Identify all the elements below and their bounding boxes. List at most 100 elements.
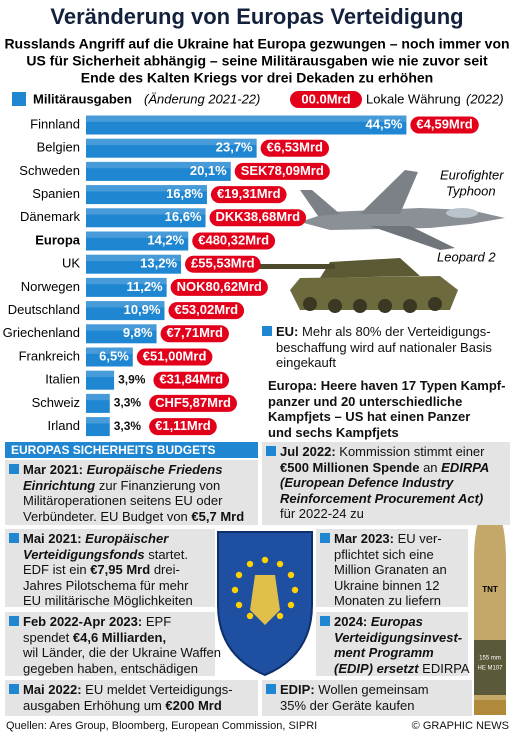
text-line: Jahres Pilotschema für mehr: [23, 578, 211, 594]
text-run: Feb 2022-Apr 2023:: [23, 614, 143, 629]
bar-shine: [86, 347, 133, 354]
currency-pill: [153, 371, 230, 389]
currency-label: SEK78,09Mrd: [241, 163, 324, 178]
text-line: EU: Mehr als 80% der Verteidigungs-: [276, 324, 509, 340]
text-run: beschaffung wird auf nationaler Basis: [276, 339, 492, 355]
currency-pill: [168, 302, 245, 320]
text-run: an: [423, 459, 438, 475]
bar: [86, 277, 167, 297]
bullet: [266, 446, 276, 456]
category-label: Deutschland: [8, 302, 80, 317]
currency-pill: [234, 162, 330, 180]
text-run: EPF: [145, 614, 172, 629]
currency-pill: [170, 278, 268, 296]
text-line: ment Programm: [334, 645, 464, 661]
star: [287, 601, 295, 609]
text-line: gegeben haben, entschädigen: [23, 661, 211, 677]
currency-label: £55,53Mrd: [191, 256, 255, 271]
text-run: Mai 2021:: [23, 531, 82, 546]
text-line: pflichtet sich eine: [334, 547, 464, 563]
shell-text: HE M107: [477, 666, 503, 672]
text-run: Mehr als 80% der Verteidigungs-: [302, 324, 491, 339]
text-line: Verbündeter. EU Budget von €5,7 Mrd: [23, 509, 254, 525]
text-run: EDF ist ein: [23, 562, 87, 578]
text-run: gegeben haben, entschädigen: [23, 660, 198, 676]
category-label: Spanien: [32, 186, 80, 201]
shell-illustration: [474, 498, 506, 715]
value-label: 3,9%: [118, 372, 146, 386]
text-line: Militäroperationen seitens EU oder: [23, 493, 254, 509]
text-run: spendet: [23, 629, 70, 645]
bullet: [266, 684, 276, 694]
text-line: spendet €4,6 Milliarden,: [23, 630, 211, 646]
jet-illustration: [300, 170, 505, 250]
bar: [86, 393, 110, 413]
currency-label: €480,32Mrd: [198, 232, 269, 247]
text-line: Verteidigungsinvest-: [334, 630, 464, 646]
event: Mai 2021: Europäischer Verteidigungsfonds…: [5, 529, 215, 609]
category-label: UK: [62, 256, 80, 271]
text-line: ausgaben Erhöhung um €200 Mrd: [23, 698, 254, 714]
text-run: EDIP:: [280, 682, 315, 697]
text-line: EDF ist ein €7,95 Mrd drei-: [23, 562, 211, 578]
text-run: pflichtet sich eine: [334, 546, 434, 562]
bar-shine: [86, 185, 207, 192]
bar: [86, 301, 165, 321]
value-label: 3,3%: [114, 419, 142, 433]
text-run: ausgaben Erhöhung um: [23, 697, 162, 713]
text-line: Jul 2022: Kommission stimmt einer: [280, 444, 506, 460]
text-line: EU militärische Möglichkeiten: [23, 593, 211, 609]
text-run: Mai 2022:: [23, 682, 82, 697]
bullet: [320, 616, 330, 626]
shell-text: 155 mm: [479, 656, 501, 662]
text-run: und sechs Kampfjets: [268, 424, 399, 440]
star: [246, 560, 254, 568]
text-line: Reinforcement Procurement Act): [280, 491, 506, 507]
currency-label: €53,02Mrd: [174, 302, 238, 317]
text-run: 2024:: [334, 614, 368, 629]
text-run: Europäische Friedens: [86, 462, 223, 477]
star: [291, 586, 299, 594]
bar: [86, 231, 189, 251]
currency-label: NOK80,62Mrd: [177, 279, 262, 294]
category-label: Italien: [45, 372, 80, 387]
value-label: 6,5%: [99, 348, 129, 363]
value-label: 11,2%: [126, 279, 163, 294]
text-line: beschaffung wird auf nationaler Basis: [276, 340, 509, 356]
source: Quellen: Ares Group, Bloomberg, European…: [6, 720, 318, 732]
text-run: EU:: [276, 324, 299, 339]
text-line: Feb 2022-Apr 2023: EPF: [23, 614, 211, 630]
category-label: Griechenland: [3, 325, 80, 340]
text-run: wil Länder, die der Ukraine Waffen: [23, 645, 221, 661]
text-run: zur Finanzierung von: [98, 477, 221, 493]
text-run: Jul 2022:: [280, 444, 336, 459]
text-run: Jahres Pilotschema für mehr: [23, 577, 189, 593]
legend-currency-label: Lokale Währung: [366, 91, 461, 106]
bullet: [9, 684, 19, 694]
bullet: [9, 616, 19, 626]
text-run: Reinforcement Procurement Act): [280, 490, 484, 506]
text-run: Verteidigungsinvest-: [334, 629, 463, 645]
text-run: €7,95 Mrd: [90, 562, 151, 578]
subtitle: Ende des Kalten Kriegs vor drei Dekaden …: [81, 70, 433, 86]
text-run: EDIRPA: [422, 660, 470, 676]
currency-label: €1,11Mrd: [155, 418, 211, 433]
currency-pill: [136, 348, 213, 366]
bar: [86, 185, 207, 205]
section-title: EUROPAS SICHERHEITS BUDGETS: [5, 442, 258, 458]
bullet: [9, 464, 19, 474]
bar-shine: [86, 115, 407, 122]
currency-label: CHF5,87Mrd: [155, 395, 231, 410]
text-line: eingekauft: [276, 355, 509, 371]
text-line: Mai 2021: Europäischer: [23, 531, 211, 547]
text-run: (EDIP) ersetzt: [334, 660, 419, 676]
text-run: Monaten zu liefern: [334, 593, 441, 609]
text-line: 35% der Geräte kaufen: [280, 698, 468, 714]
text-line: €500 Millionen Spende an EDIRPA: [280, 460, 506, 476]
text-run: Wollen gemeinsam: [318, 682, 429, 697]
text-run: Kommission stimmt einer: [339, 444, 485, 459]
star: [235, 571, 243, 579]
bar: [86, 208, 206, 228]
bar-shine: [86, 301, 165, 308]
